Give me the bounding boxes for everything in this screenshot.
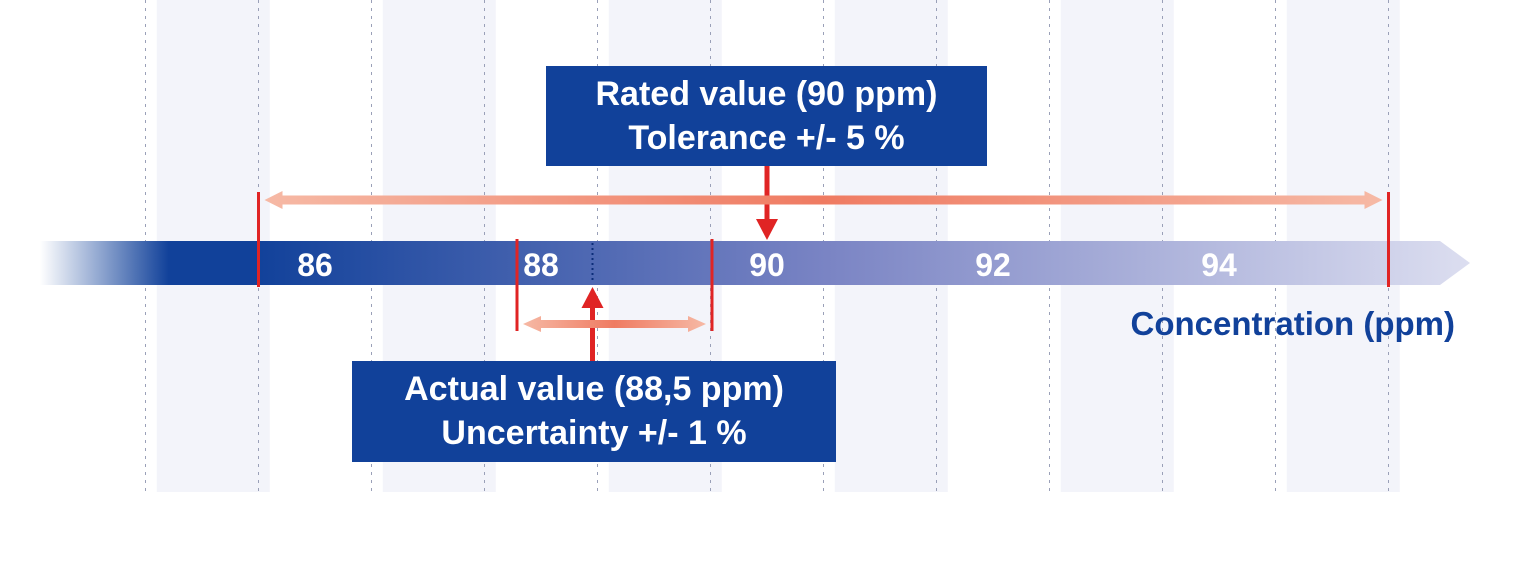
tick-label: 88 <box>523 247 559 283</box>
tick-label: 86 <box>297 247 333 283</box>
uncertainty-range-arrow <box>523 316 706 332</box>
actual-pointer-head <box>581 287 604 308</box>
tolerance-range-arrow <box>264 191 1383 209</box>
tick-label: 90 <box>749 247 785 283</box>
rated-value-label: Rated value (90 ppm) <box>595 75 938 113</box>
concentration-axis-band <box>40 241 1470 285</box>
actual-value-box: Actual value (88,5 ppm) Uncertainty +/- … <box>352 361 836 462</box>
tick-label: 94 <box>1201 247 1237 283</box>
axis-title: Concentration (ppm) <box>1130 305 1455 342</box>
tolerance-label: Tolerance +/- 5 % <box>628 119 905 157</box>
rated-value-box: Rated value (90 ppm) Tolerance +/- 5 % <box>546 66 987 166</box>
tick-label: 92 <box>975 247 1011 283</box>
rated-pointer-head <box>756 219 778 240</box>
uncertainty-label: Uncertainty +/- 1 % <box>441 414 747 452</box>
actual-value-label: Actual value (88,5 ppm) <box>404 370 784 408</box>
